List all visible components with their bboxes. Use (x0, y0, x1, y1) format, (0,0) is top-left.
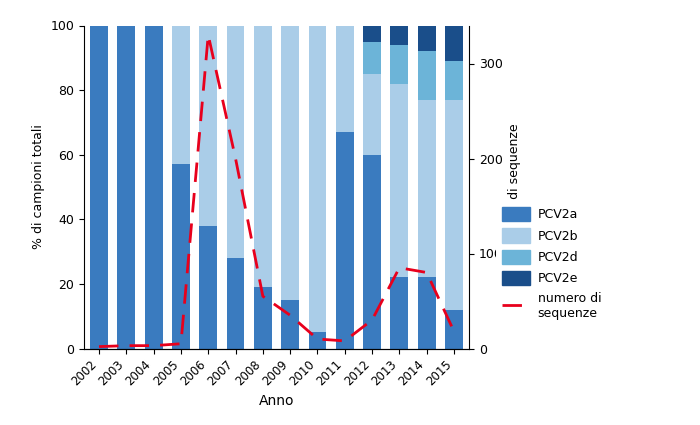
Bar (227, 258, 244, 348)
Bar (391, 45, 408, 84)
Bar (281, 26, 299, 300)
Bar (199, 226, 217, 348)
Bar (445, 310, 463, 348)
Bar (391, 278, 408, 348)
Bar (336, 26, 354, 132)
Bar (391, 26, 408, 45)
Bar (227, 26, 244, 258)
Bar (363, 26, 381, 42)
Bar (336, 132, 354, 348)
Bar (309, 26, 326, 332)
X-axis label: Anno: Anno (259, 394, 294, 408)
Bar (309, 332, 326, 348)
Bar (254, 287, 272, 348)
Bar (363, 42, 381, 74)
Bar (281, 300, 299, 348)
Bar (418, 26, 435, 51)
Bar (172, 164, 190, 348)
Bar (445, 26, 463, 61)
Legend: PCV2a, PCV2b, PCV2d, PCV2e, numero di
sequenze: PCV2a, PCV2b, PCV2d, PCV2e, numero di se… (496, 201, 608, 326)
Bar (145, 26, 162, 348)
Bar (363, 74, 381, 155)
Bar (199, 26, 217, 226)
Y-axis label: numero di sequenze: numero di sequenze (508, 123, 522, 251)
Bar (254, 26, 272, 287)
Bar (418, 51, 435, 100)
Bar (445, 61, 463, 100)
Bar (418, 100, 435, 278)
Bar (363, 155, 381, 348)
Bar (90, 26, 108, 348)
Bar (445, 100, 463, 310)
Bar (172, 26, 190, 164)
Y-axis label: % di campioni totali: % di campioni totali (32, 125, 45, 249)
Bar (418, 278, 435, 348)
Bar (118, 26, 135, 348)
Bar (391, 84, 408, 278)
